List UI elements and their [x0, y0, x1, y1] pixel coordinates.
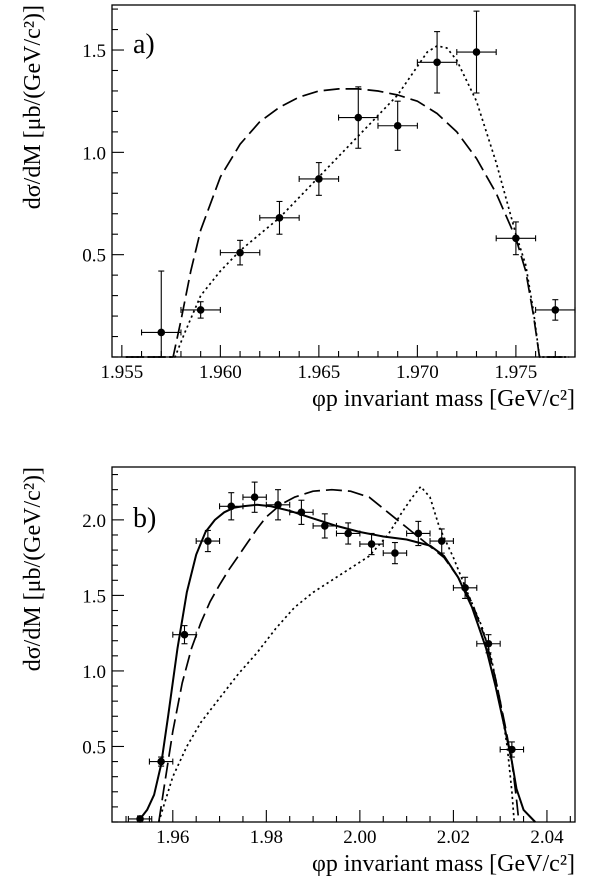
- x-tick-label: 2.04: [530, 827, 564, 848]
- panel-b-y-tick-labels: 0.5 1.0 1.5 2.0: [82, 511, 106, 759]
- data-marker: [157, 757, 165, 766]
- y-tick-label: 2.0: [82, 511, 106, 532]
- data-point: [195, 529, 221, 553]
- y-tick-label: 1.0: [82, 143, 106, 164]
- panel-a-x-axis-label: φp invariant mass [GeV/c²]: [312, 386, 575, 412]
- data-marker: [551, 306, 560, 314]
- data-marker: [391, 549, 399, 557]
- y-tick-label: 1.5: [82, 41, 106, 62]
- x-tick-label: 1.955: [100, 362, 143, 383]
- data-point: [148, 756, 174, 767]
- data-marker: [227, 502, 236, 511]
- data-point: [382, 541, 408, 565]
- x-tick-label: 1.98: [250, 827, 283, 848]
- data-marker: [297, 508, 306, 517]
- data-point: [172, 625, 197, 645]
- data-marker: [344, 529, 352, 538]
- panel-a-points: [141, 10, 576, 358]
- data-point: [535, 299, 576, 321]
- data-point: [416, 31, 458, 94]
- panel-b-points: [127, 481, 525, 823]
- data-point: [219, 239, 261, 266]
- data-point: [127, 815, 153, 823]
- panel-a-label: a): [133, 29, 155, 60]
- solid-curve: [136, 503, 536, 823]
- data-point: [141, 270, 182, 358]
- data-marker: [461, 584, 469, 592]
- panel-b-x-tick-labels: 1.96 1.98 2.00 2.02 2.04: [156, 827, 564, 848]
- panel-a-ticks: [112, 8, 576, 358]
- panel-a-y-tick-labels: 0.5 1.0 1.5: [82, 41, 106, 267]
- data-point: [265, 489, 291, 521]
- data-point: [456, 10, 497, 94]
- data-marker: [484, 639, 493, 648]
- data-marker: [393, 121, 402, 130]
- panel-b-ticks: [112, 474, 571, 823]
- data-marker: [274, 500, 282, 509]
- data-marker: [472, 48, 481, 56]
- data-marker: [204, 537, 212, 545]
- data-point: [452, 576, 478, 599]
- panel-b-y-axis-label: dσ/dM [μb/(GeV/c²)]: [20, 467, 46, 671]
- data-point: [406, 520, 431, 547]
- data-marker: [275, 214, 284, 222]
- panel-a-x-tick-labels: 1.955 1.960 1.965 1.970 1.975: [100, 362, 537, 383]
- data-point: [335, 522, 361, 545]
- data-point: [429, 528, 454, 554]
- x-tick-label: 1.965: [297, 362, 340, 383]
- data-marker: [136, 815, 144, 823]
- x-tick-label: 1.975: [495, 362, 538, 383]
- y-tick-label: 1.0: [82, 662, 106, 683]
- data-marker: [196, 306, 205, 314]
- dotted-curve: [125, 45, 570, 358]
- panel-a-y-axis-label: dσ/dM [μb/(GeV/c²)]: [20, 5, 46, 209]
- long-dashed-curve: [157, 488, 520, 823]
- panel-a: 1.955 1.960 1.965 1.970 1.975 0.5 1.0 1.5 a) φ…: [20, 4, 576, 412]
- data-point: [495, 221, 537, 256]
- data-point: [476, 634, 501, 654]
- data-point: [359, 532, 384, 556]
- panel-b-frame: [111, 466, 576, 823]
- data-point: [377, 100, 418, 151]
- panel-b-curves: [136, 485, 536, 823]
- x-tick-label: 1.96: [156, 827, 189, 848]
- data-marker: [157, 328, 166, 337]
- x-tick-label: 2.00: [343, 827, 376, 848]
- data-marker: [437, 537, 446, 545]
- x-tick-label: 1.960: [199, 362, 242, 383]
- data-marker: [512, 234, 520, 243]
- data-marker: [320, 522, 329, 530]
- dotted-curve: [157, 485, 516, 823]
- data-marker: [180, 630, 189, 639]
- panel-b-label: b): [133, 503, 156, 534]
- y-tick-label: 0.5: [82, 737, 106, 758]
- data-point: [242, 481, 267, 513]
- data-point: [499, 741, 525, 758]
- panel-a-frame: [111, 4, 576, 358]
- data-marker: [315, 175, 323, 183]
- y-tick-label: 1.5: [82, 586, 106, 607]
- data-point: [259, 200, 300, 235]
- data-marker: [433, 58, 441, 67]
- data-point: [312, 513, 338, 539]
- data-marker: [367, 540, 376, 548]
- y-tick-label: 0.5: [82, 246, 106, 267]
- data-marker: [414, 529, 423, 538]
- x-tick-label: 1.970: [396, 362, 439, 383]
- data-point: [219, 492, 244, 521]
- panel-b: 1.96 1.98 2.00 2.02 2.04 0.5 1.0 1.5 2.0 b) φp …: [20, 466, 576, 877]
- data-point: [180, 301, 221, 319]
- data-marker: [508, 745, 516, 754]
- data-point: [338, 86, 379, 149]
- data-marker: [250, 493, 259, 502]
- panel-b-x-axis-label: φp invariant mass [GeV/c²]: [312, 851, 575, 877]
- data-marker: [236, 248, 244, 257]
- data-point: [289, 499, 314, 525]
- data-point: [298, 162, 340, 196]
- data-marker: [354, 113, 363, 122]
- x-tick-label: 2.02: [437, 827, 470, 848]
